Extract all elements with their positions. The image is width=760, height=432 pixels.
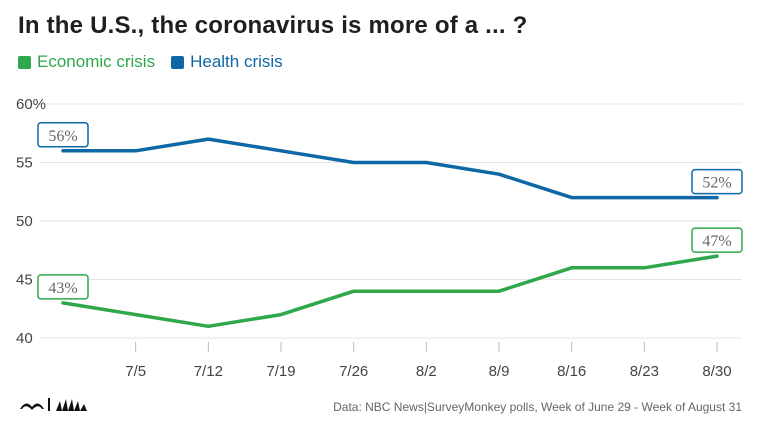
x-tick-label: 8/9 bbox=[489, 363, 510, 380]
x-tick-label: 8/30 bbox=[702, 363, 731, 380]
start-label-health: 56% bbox=[37, 122, 89, 148]
chart-title: In the U.S., the coronavirus is more of … bbox=[18, 12, 528, 39]
x-tick-label: 7/19 bbox=[266, 363, 295, 380]
legend-label-economic: Economic crisis bbox=[37, 52, 156, 71]
data-point-economic bbox=[424, 289, 428, 293]
legend-item-economic: Economic crisis bbox=[18, 52, 155, 72]
start-label-health-box bbox=[37, 122, 89, 148]
y-tick-label: 45 bbox=[16, 272, 33, 289]
data-point-health bbox=[61, 149, 65, 153]
series-line-health bbox=[61, 137, 719, 200]
data-point-health bbox=[424, 161, 428, 164]
data-point-health bbox=[279, 149, 283, 153]
x-tick-label: 8/23 bbox=[630, 363, 659, 380]
data-point-health bbox=[570, 196, 574, 200]
end-label-health: 52% bbox=[691, 168, 743, 195]
start-label-economic-box bbox=[37, 274, 89, 300]
data-point-economic bbox=[642, 266, 646, 270]
end-label-economic: 47% bbox=[691, 227, 743, 253]
data-point-health bbox=[352, 161, 356, 164]
x-tick-label: 7/26 bbox=[339, 363, 368, 380]
data-point-health bbox=[134, 149, 138, 153]
start-label-economic-text: 43% bbox=[48, 280, 77, 297]
data-point-economic bbox=[279, 313, 283, 317]
data-point-health bbox=[715, 196, 719, 200]
x-tick-label: 7/12 bbox=[194, 363, 223, 380]
y-tick-label: 55 bbox=[16, 155, 33, 172]
data-point-health bbox=[642, 196, 646, 200]
data-point-economic bbox=[352, 289, 356, 293]
y-tick-label: 60% bbox=[16, 96, 46, 113]
legend: Economic crisis Health crisis bbox=[18, 52, 283, 72]
legend-item-health: Health crisis bbox=[171, 52, 283, 72]
end-label-economic-box bbox=[691, 227, 743, 253]
data-point-economic bbox=[61, 301, 65, 305]
x-tick-label: 7/5 bbox=[125, 363, 146, 380]
data-point-health bbox=[206, 137, 210, 141]
legend-label-health: Health crisis bbox=[190, 52, 283, 71]
y-tick-label: 50 bbox=[16, 213, 33, 230]
data-point-economic bbox=[715, 254, 719, 258]
source-note: Data: NBC News|SurveyMonkey polls, Week … bbox=[333, 400, 742, 414]
legend-swatch-economic bbox=[18, 55, 31, 69]
x-tick-label: 8/2 bbox=[416, 363, 437, 380]
data-point-economic bbox=[134, 313, 138, 317]
series-line-economic bbox=[61, 254, 719, 329]
data-point-economic bbox=[206, 324, 210, 328]
end-label-health-box bbox=[691, 168, 743, 195]
legend-swatch-health bbox=[171, 55, 185, 69]
nbc-peacock-logo-icon bbox=[18, 395, 90, 420]
y-tick-label: 40 bbox=[16, 330, 33, 347]
data-point-economic bbox=[497, 289, 501, 293]
start-label-health-text: 56% bbox=[48, 128, 77, 145]
data-point-health bbox=[497, 172, 501, 176]
data-point-economic bbox=[570, 266, 574, 270]
end-label-health-text: 52% bbox=[702, 175, 731, 192]
end-label-economic-text: 47% bbox=[702, 233, 731, 250]
x-tick-label: 8/16 bbox=[557, 363, 586, 380]
start-label-economic: 43% bbox=[37, 274, 89, 300]
